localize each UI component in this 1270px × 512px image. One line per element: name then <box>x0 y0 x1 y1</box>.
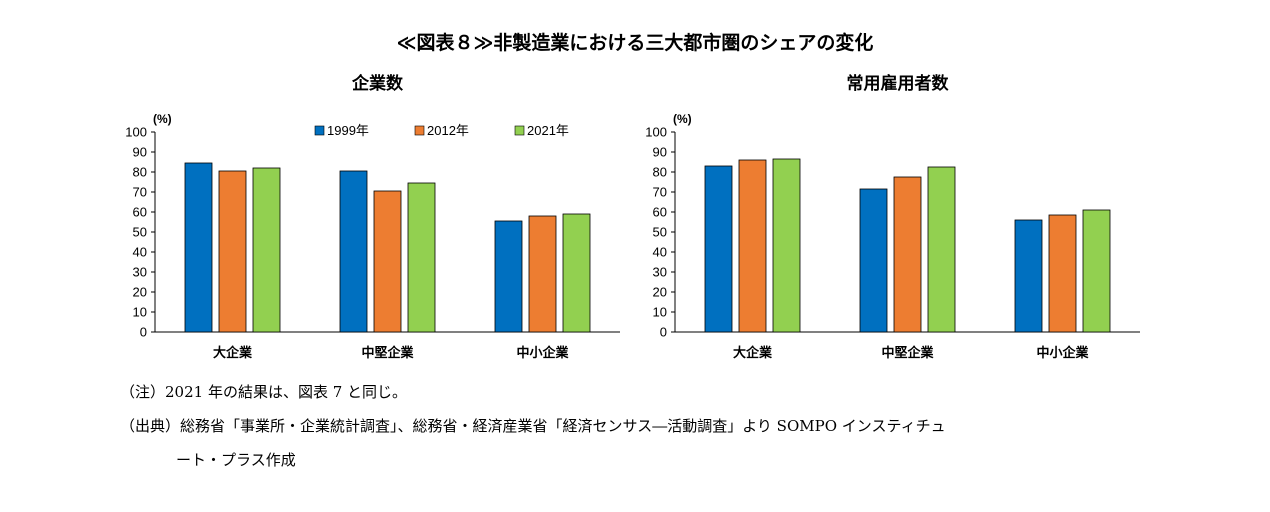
y-tick-label: 60 <box>133 205 147 220</box>
y-tick-label: 100 <box>645 125 667 140</box>
y-tick-label: 90 <box>653 145 667 160</box>
chart-title: 企業数 <box>351 73 404 94</box>
y-tick-label: 30 <box>133 265 147 280</box>
legend-label: 1999年 <box>327 123 369 138</box>
bar-2021-0 <box>252 167 281 333</box>
y-tick-label: 20 <box>133 285 147 300</box>
y-tick-label: 50 <box>133 225 147 240</box>
chart-title: 常用雇用者数 <box>847 73 950 94</box>
legend-swatch <box>514 125 525 136</box>
bar-2012-1 <box>373 190 402 333</box>
bar-2021-2 <box>562 213 591 333</box>
bar-2012-0 <box>738 159 767 333</box>
x-category-label: 中堅企業 <box>361 345 414 361</box>
x-category-label: 大企業 <box>733 345 773 361</box>
y-tick-label: 0 <box>140 325 147 340</box>
y-tick-label: 40 <box>653 245 667 260</box>
bar-1999-1 <box>339 170 368 333</box>
bar-2021-0 <box>772 158 801 333</box>
page-title: ≪図表８≫非製造業における三大都市圏のシェアの変化 <box>396 32 874 54</box>
y-tick-label: 30 <box>653 265 667 280</box>
legend-swatch <box>414 125 425 136</box>
bar-1999-2 <box>1014 219 1043 333</box>
y-tick-label: 100 <box>125 125 147 140</box>
bar-2021-1 <box>927 166 956 333</box>
y-tick-label: 10 <box>133 305 147 320</box>
bar-2012-0 <box>218 170 247 333</box>
legend-label: 2021年 <box>527 123 569 138</box>
chart-company-count: 企業数 (%) 0 10 20 30 40 50 60 70 80 90 100 大企業 中堅企業 中小企業 1… <box>125 73 620 361</box>
y-tick-label: 80 <box>653 165 667 180</box>
bar-1999-0 <box>184 162 213 333</box>
bar-1999-2 <box>494 220 523 333</box>
legend-swatch <box>314 125 325 136</box>
bar-2012-1 <box>893 176 922 333</box>
y-tick-label: 70 <box>653 185 667 200</box>
y-tick-label: 0 <box>660 325 667 340</box>
bar-1999-0 <box>704 165 733 333</box>
source-text-line1: （出典）総務省「事業所・企業統計調査」、総務省・経済産業省「経済センサス―活動調… <box>120 417 946 435</box>
source-text-line2: ート・プラス作成 <box>176 451 296 469</box>
y-tick-label: 40 <box>133 245 147 260</box>
bar-2012-2 <box>1048 214 1077 333</box>
y-tick-label: 20 <box>653 285 667 300</box>
bar-2021-1 <box>407 182 436 333</box>
y-tick-label: 10 <box>653 305 667 320</box>
y-tick-label: 80 <box>133 165 147 180</box>
bar-2012-2 <box>528 215 557 333</box>
y-tick-label: 90 <box>133 145 147 160</box>
y-axis-unit: (%) <box>153 112 172 126</box>
y-tick-label: 60 <box>653 205 667 220</box>
bar-1999-1 <box>859 188 888 333</box>
y-axis-unit: (%) <box>673 112 692 126</box>
bar-2021-2 <box>1082 209 1111 333</box>
x-category-label: 中小企業 <box>1036 345 1089 361</box>
chart-employee-count: 常用雇用者数 (%) 0 10 20 30 40 50 60 70 80 90 100 大企業 中堅企業 中小… <box>645 73 1140 361</box>
y-tick-label: 50 <box>653 225 667 240</box>
note-text: （注）2021 年の結果は、図表 7 と同じ。 <box>120 383 408 401</box>
legend-label: 2012年 <box>427 123 469 138</box>
y-tick-label: 70 <box>133 185 147 200</box>
x-category-label: 大企業 <box>213 345 253 361</box>
x-category-label: 中小企業 <box>516 345 569 361</box>
x-category-label: 中堅企業 <box>881 345 934 361</box>
